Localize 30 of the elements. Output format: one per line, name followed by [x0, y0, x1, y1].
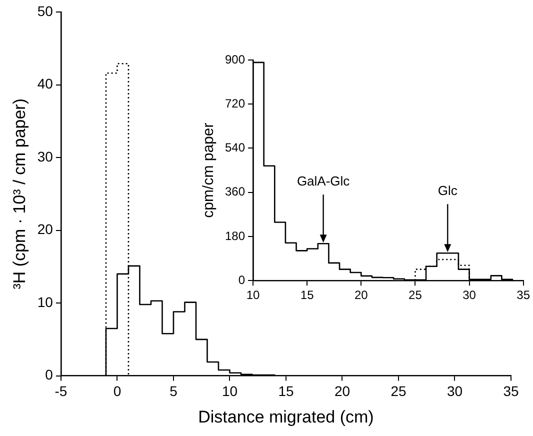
x-tick-label: 25	[390, 383, 406, 400]
y-tick-label: 50	[37, 2, 54, 19]
annotation: GalA-Glc	[296, 174, 350, 189]
x-tick-label: -5	[54, 383, 68, 400]
x-tick-label: 25	[408, 288, 422, 302]
x-tick-label: 5	[170, 383, 178, 400]
y-tick-label: 0	[238, 272, 246, 287]
x-tick-label: 15	[300, 288, 314, 302]
y-tick-label: 180	[224, 228, 246, 243]
y-tick-label: 720	[224, 96, 246, 110]
x-axis-title: Distance migrated (cm)	[198, 407, 374, 426]
y-tick-label: 540	[224, 140, 246, 155]
x-tick-label: 30	[462, 288, 476, 302]
x-tick-label: 0	[113, 383, 122, 400]
y-tick-label: 360	[224, 184, 246, 199]
x-tick-label: 30	[446, 383, 463, 400]
y-tick-label: 900	[224, 52, 246, 66]
x-tick-label: 20	[354, 288, 368, 302]
y-tick-label: 30	[37, 148, 54, 164]
y-tick-label: 0	[45, 366, 54, 383]
annotation: Glc	[438, 183, 458, 198]
x-tick-label: 35	[516, 288, 530, 302]
y-axis-title: cpm/cm paper	[200, 122, 218, 218]
y-tick-label: 20	[37, 221, 54, 238]
x-tick-label: 15	[278, 383, 294, 400]
x-tick-label: 10	[246, 288, 260, 302]
y-axis-title: ³H (cpm · 10³ / cm paper)	[10, 98, 29, 290]
x-tick-label: 35	[503, 383, 519, 400]
y-tick-label: 40	[37, 76, 54, 92]
x-tick-label: 20	[334, 383, 350, 400]
